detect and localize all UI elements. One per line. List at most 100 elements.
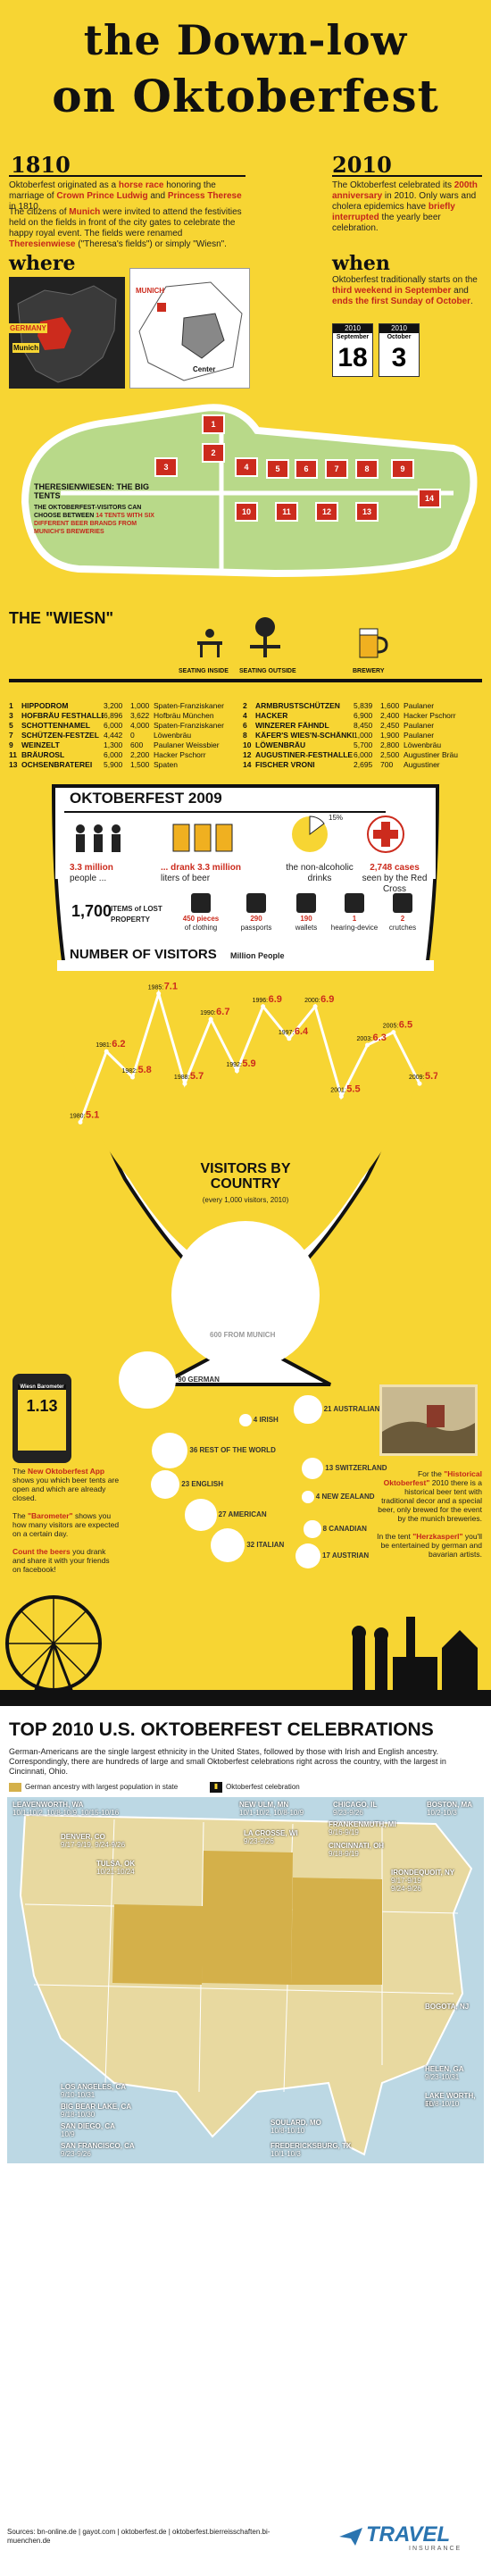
visitors-value-label: 6.2	[112, 1039, 125, 1050]
wiesn-cell: Spaten-Franziskaner	[154, 721, 224, 730]
calendar-end: 2010 October 3	[379, 323, 420, 377]
visitors-year-label: 1982:	[121, 1068, 137, 1075]
lost-item-icon	[191, 893, 211, 913]
wiesn-cell: 6,900	[354, 711, 373, 720]
tent-1[interactable]: 1	[202, 414, 225, 434]
city-cincinnati-dates: 9/18-9/19	[329, 1850, 359, 1858]
wiesn-cell: 4,000	[130, 721, 150, 730]
plane-icon	[337, 2524, 364, 2547]
city-chicago-dates: 9/23-9/26	[333, 1809, 363, 1817]
tent-6[interactable]: 6	[295, 459, 318, 479]
wiesn-cell: 6,000	[104, 750, 123, 759]
tent-13[interactable]: 13	[355, 502, 379, 522]
visitors-point	[391, 1030, 396, 1035]
wiesn-cell: Paulaner Weissbier	[154, 740, 220, 749]
tent-8[interactable]: 8	[355, 459, 379, 479]
beer-mugs-icon	[170, 817, 241, 857]
city-los-angeles[interactable]: LOS ANGELES, CA	[61, 2083, 127, 2091]
city-cincinnati[interactable]: CINCINNATI, OH	[329, 1842, 385, 1850]
city-big-bear[interactable]: BIG BEAR LAKE, CA	[61, 2103, 132, 2111]
city-tulsa[interactable]: TULSA, OK	[96, 1860, 136, 1868]
country-bubble-label: 17 AUSTRIAN	[322, 1551, 370, 1560]
tent-10[interactable]: 10	[235, 502, 258, 522]
tent-11[interactable]: 11	[275, 502, 298, 522]
tent-14[interactable]: 14	[418, 489, 441, 508]
visitors-year-label: 1996:	[253, 998, 269, 1004]
visitors-point	[182, 1081, 187, 1086]
tent-2[interactable]: 2	[202, 443, 225, 463]
wiesn-cell: 2,450	[380, 721, 400, 730]
city-la-crosse[interactable]: LA CROSSE, WI	[244, 1829, 298, 1837]
country-bubble	[151, 1432, 188, 1469]
visitors-point	[338, 1094, 344, 1100]
lost-item-icon	[246, 893, 266, 913]
nonalc-pct: 15%	[329, 814, 344, 822]
city-boston[interactable]: BOSTON, MA	[427, 1801, 472, 1809]
wiesn-cell: 4	[243, 711, 247, 720]
visitors-year-label: 1992:	[226, 1062, 242, 1068]
lost-item: 190 wallets	[279, 893, 333, 933]
visitors-value-label: 5.7	[425, 1071, 437, 1082]
country-bubble	[210, 1527, 246, 1563]
year-right: 2010	[332, 152, 392, 178]
wiesn-row: 11 BRÄUROSL 6,000 2,200 Hacker Pschorr 12 AUGU…	[9, 750, 482, 760]
city-chicago[interactable]: CHICAGO, IL	[333, 1801, 378, 1809]
wiesn-cell: 2	[243, 701, 247, 710]
city-san-francisco[interactable]: SAN FRANCISCO, CA	[61, 2142, 135, 2150]
anniversary-text: The Oktoberfest celebrated its 200th ann…	[332, 180, 478, 233]
tent-12[interactable]: 12	[315, 502, 338, 522]
city-san-diego[interactable]: SAN DIEGO, CA	[61, 2122, 115, 2130]
country-bubble	[302, 1491, 314, 1503]
travel-insurance-logo[interactable]: TRAVEL INSURANCE	[337, 2521, 485, 2556]
munich-map-shape	[138, 281, 243, 381]
wiesn-heading: THE "WIESN"	[9, 609, 114, 627]
wiesn-cell: ARMBRUSTSCHÜTZEN	[255, 701, 340, 710]
city-denver-dates: 9/17-9/19, 9/24-9/26	[61, 1841, 126, 1849]
cal-start-year: 2010	[333, 324, 372, 333]
wiesn-cell: 10	[243, 740, 252, 749]
city-denver[interactable]: DENVER, CO	[61, 1833, 105, 1841]
wiesn-cell: OCHSENBRATEREI	[21, 760, 93, 769]
history-text-2: The citizens of Munich were invited to a…	[9, 207, 242, 249]
tent-9[interactable]: 9	[391, 459, 414, 479]
country-bubble-label: 4 IRISH	[253, 1416, 279, 1424]
visitors-point	[365, 1042, 370, 1048]
city-soulard[interactable]: SOULARD, MO	[270, 2119, 321, 2127]
wiesn-row: 9 WEINZELT 1,300 600 Paulaner Weissbier 10 LÖW…	[9, 740, 482, 750]
lost-item-label: hearing-device	[330, 924, 379, 932]
city-fredericksburg[interactable]: FREDERICKSBURG, TX	[270, 2142, 352, 2150]
tent-3[interactable]: 3	[154, 457, 178, 477]
city-lake-worth[interactable]: LAKE WORTH, FL	[425, 2092, 476, 2108]
wiesn-cell: FISCHER VRONI	[255, 760, 315, 769]
city-frankenmuth[interactable]: FRANKENMUTH, MI	[329, 1820, 396, 1828]
when-text: Oktoberfest traditionally starts on the …	[332, 275, 478, 306]
wiesn-cell: Hofbräu München	[154, 711, 214, 720]
visitors-chart-title: NUMBER OF VISITORS	[70, 947, 217, 962]
visitors-point	[417, 1081, 422, 1086]
wiesn-cell: Paulaner	[404, 721, 435, 730]
tent-4[interactable]: 4	[235, 457, 258, 477]
city-bogota[interactable]: BOGOTA, NJ	[425, 2003, 470, 2011]
wiesn-cell: 5,839	[354, 701, 373, 710]
tent-5[interactable]: 5	[266, 459, 289, 479]
lost-item-label: passports	[240, 924, 272, 932]
title-line-1: the Down-low	[83, 16, 408, 64]
visitors-value-label: 6.3	[373, 1033, 387, 1043]
country-bubble-label: 27 AMERICAN	[218, 1510, 267, 1518]
tent-7[interactable]: 7	[325, 459, 348, 479]
visitors-year-label: 1980:	[70, 1113, 86, 1119]
visitors-point	[78, 1119, 83, 1125]
city-helen[interactable]: HELEN, GA	[425, 2065, 464, 2073]
brewery-mug-icon	[353, 625, 388, 661]
city-irondequoit[interactable]: IRONDEQUOIT, NY	[391, 1869, 455, 1877]
cal-end-year: 2010	[379, 324, 419, 333]
visitors-point	[234, 1068, 239, 1074]
us-heading: TOP 2010 U.S. OKTOBERFEST CELEBRATIONS	[9, 1719, 434, 1740]
city-new-ulm[interactable]: NEW ULM, MN	[239, 1801, 289, 1809]
title-line-2: on Oktoberfest	[52, 70, 439, 122]
city-leavenworth[interactable]: LEAVENWORTH, WA	[12, 1801, 84, 1809]
wiesn-cell: SCHÜTZEN-FESTZEL	[21, 731, 99, 740]
munich-map: MUNICH Center	[129, 268, 250, 389]
ok2009-rule	[64, 811, 386, 813]
city-san-francisco-dates: 9/23-9/26	[61, 2150, 91, 2158]
